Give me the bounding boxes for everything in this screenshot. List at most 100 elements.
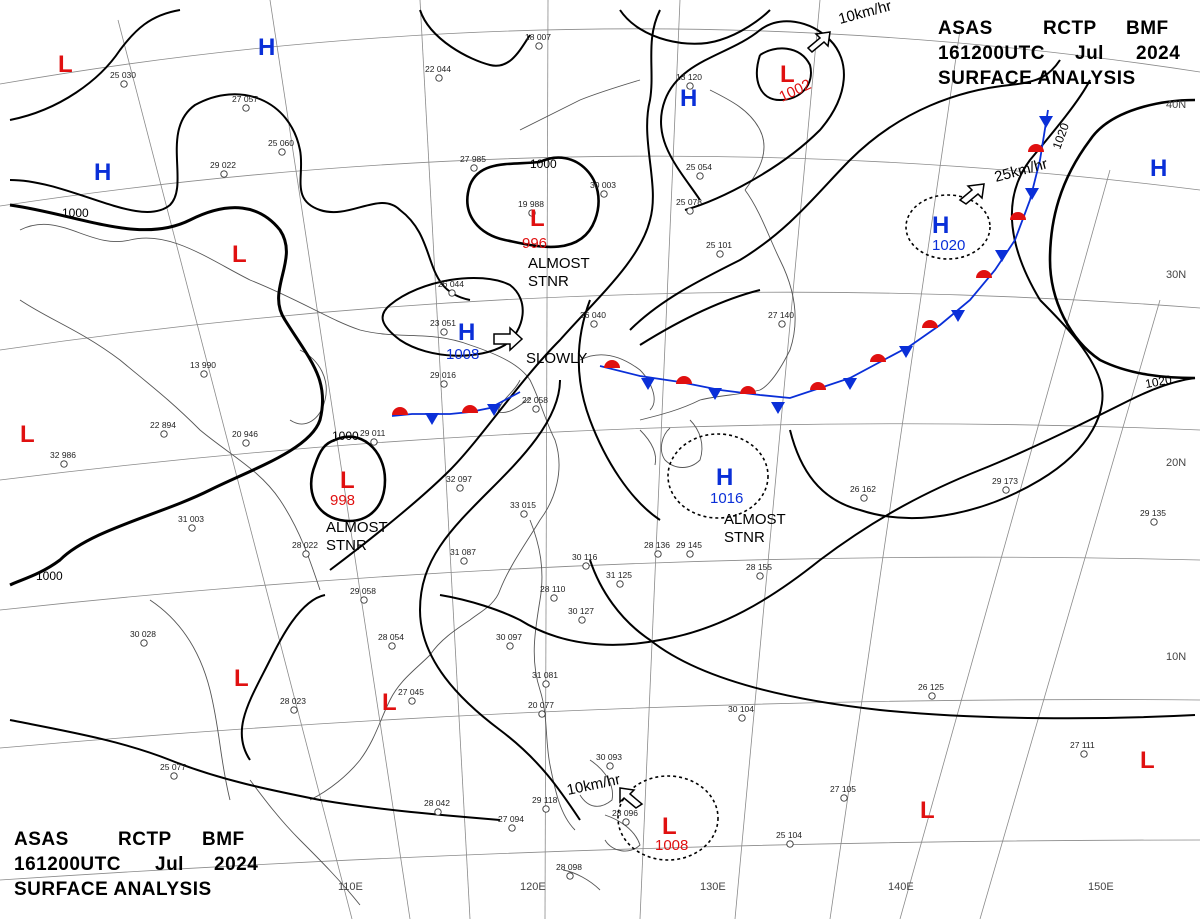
station-plot: 18 007 (525, 32, 551, 50)
station-label: 29 173 (992, 476, 1018, 486)
title-product: SURFACE ANALYSIS (938, 68, 1136, 89)
low-pressure-value: 996 (522, 235, 547, 252)
station-plot: 31 087 (450, 547, 476, 565)
station-label: 29 135 (1140, 508, 1166, 518)
warm-front-symbol (922, 320, 938, 328)
motion-arrow-1008-south (619, 787, 644, 809)
station-label: 25 030 (110, 70, 136, 80)
station-plot: 30 097 (496, 632, 522, 650)
station-plot: 27 094 (498, 814, 524, 832)
station-plot: 25 104 (776, 830, 802, 848)
station-plot: 25 077 (160, 762, 186, 780)
high-pressure-value: 1020 (932, 237, 965, 254)
fronts (391, 109, 1053, 425)
station-plot: 29 011 (360, 428, 386, 446)
station-circle (470, 164, 478, 172)
station-label: 25 054 (686, 162, 712, 172)
station-circle (686, 82, 694, 90)
station-plot: 27 105 (830, 784, 856, 802)
station-circle (566, 872, 574, 880)
motion-arrow-1002 (806, 31, 831, 54)
high-pressure-value: 1008 (446, 346, 479, 363)
station-circle (434, 808, 442, 816)
station-plot: 30 093 (596, 752, 622, 770)
station-plot: 25 030 (110, 70, 136, 88)
low-pressure-value: 1008 (655, 837, 688, 854)
isobar-label: 1000 (36, 569, 63, 583)
cold-front-symbol (1025, 188, 1039, 200)
station-plot: 13 120 (676, 72, 702, 90)
station-circle (435, 74, 443, 82)
station-plot: 29 058 (350, 586, 376, 604)
station-circle (440, 380, 448, 388)
station-circle (200, 370, 208, 378)
station-plot: 28 054 (378, 632, 404, 650)
station-plot: 25 060 (268, 138, 294, 156)
station-plot: 27 140 (768, 310, 794, 328)
station-circle (520, 510, 528, 518)
station-circle (686, 207, 694, 215)
station-circle (242, 439, 250, 447)
stationary-front-west (391, 391, 521, 417)
station-label: 25 078 (676, 197, 702, 207)
station-label: 30 104 (728, 704, 754, 714)
station-plot: 13 990 (190, 360, 216, 378)
lon-label-120e: 120E (520, 881, 546, 893)
station-label: 27 105 (830, 784, 856, 794)
title-time: 2024 (214, 854, 258, 875)
station-circle (532, 405, 540, 413)
station-circle (654, 550, 662, 558)
title-product: SURFACE ANALYSIS (14, 879, 212, 900)
station-circle (738, 714, 746, 722)
cold-front-symbol (708, 388, 722, 400)
station-plot: 25 054 (686, 162, 712, 180)
title-time: Jul (155, 854, 184, 875)
lat-label-30n: 30N (1166, 269, 1186, 281)
station-plot: 30 127 (568, 606, 594, 624)
warm-front-symbol (392, 407, 408, 415)
station-label: 31 003 (178, 514, 204, 524)
station-label: 30 116 (572, 552, 598, 562)
title-time: 161200UTC (14, 854, 121, 875)
station-circle (60, 460, 68, 468)
station-plot: 25 078 (676, 197, 702, 215)
station-label: 29 011 (360, 428, 386, 438)
station-label: 26 125 (918, 682, 944, 692)
station-label: 31 087 (450, 547, 476, 557)
low-center-marker: L (58, 51, 73, 78)
station-circle (550, 594, 558, 602)
station-circle (242, 104, 250, 112)
front-symbols (392, 116, 1053, 425)
station-label: 13 120 (676, 72, 702, 82)
movement-note-almost-stnr: ALMOST STNR (528, 255, 590, 290)
station-label: 27 111 (1070, 740, 1095, 750)
station-label: 30 028 (130, 629, 156, 639)
low-center-marker: L (20, 421, 35, 448)
station-plot: 32 986 (50, 450, 76, 468)
station-circle (778, 320, 786, 328)
station-plot: 22 044 (425, 64, 451, 82)
station-plot: 29 145 (676, 540, 702, 558)
station-circle (528, 209, 536, 217)
high-center-marker: H (932, 212, 949, 239)
station-label: 28 096 (612, 808, 638, 818)
station-circle (408, 697, 416, 705)
movement-note-almost-stnr: ALMOST STNR (326, 519, 388, 554)
station-circle (840, 794, 848, 802)
title-agency: RCTP (1043, 18, 1097, 39)
station-label: 20 946 (232, 429, 258, 439)
station-plot: 27 057 (232, 94, 258, 112)
high-center-marker: H (716, 464, 733, 491)
station-circle (538, 710, 546, 718)
lat-label-40n: 40N (1166, 99, 1186, 111)
warm-front-symbol (676, 376, 692, 384)
station-label: 30 097 (496, 632, 522, 642)
movement-note-almost-stnr: ALMOST STNR (724, 511, 786, 546)
station-label: 22 044 (425, 64, 451, 74)
station-plot: 28 022 (292, 540, 318, 558)
station-plot: 28 042 (424, 798, 450, 816)
motion-arrow-1020 (958, 183, 985, 205)
station-label: 18 007 (525, 32, 551, 42)
station-label: 29 058 (350, 586, 376, 596)
